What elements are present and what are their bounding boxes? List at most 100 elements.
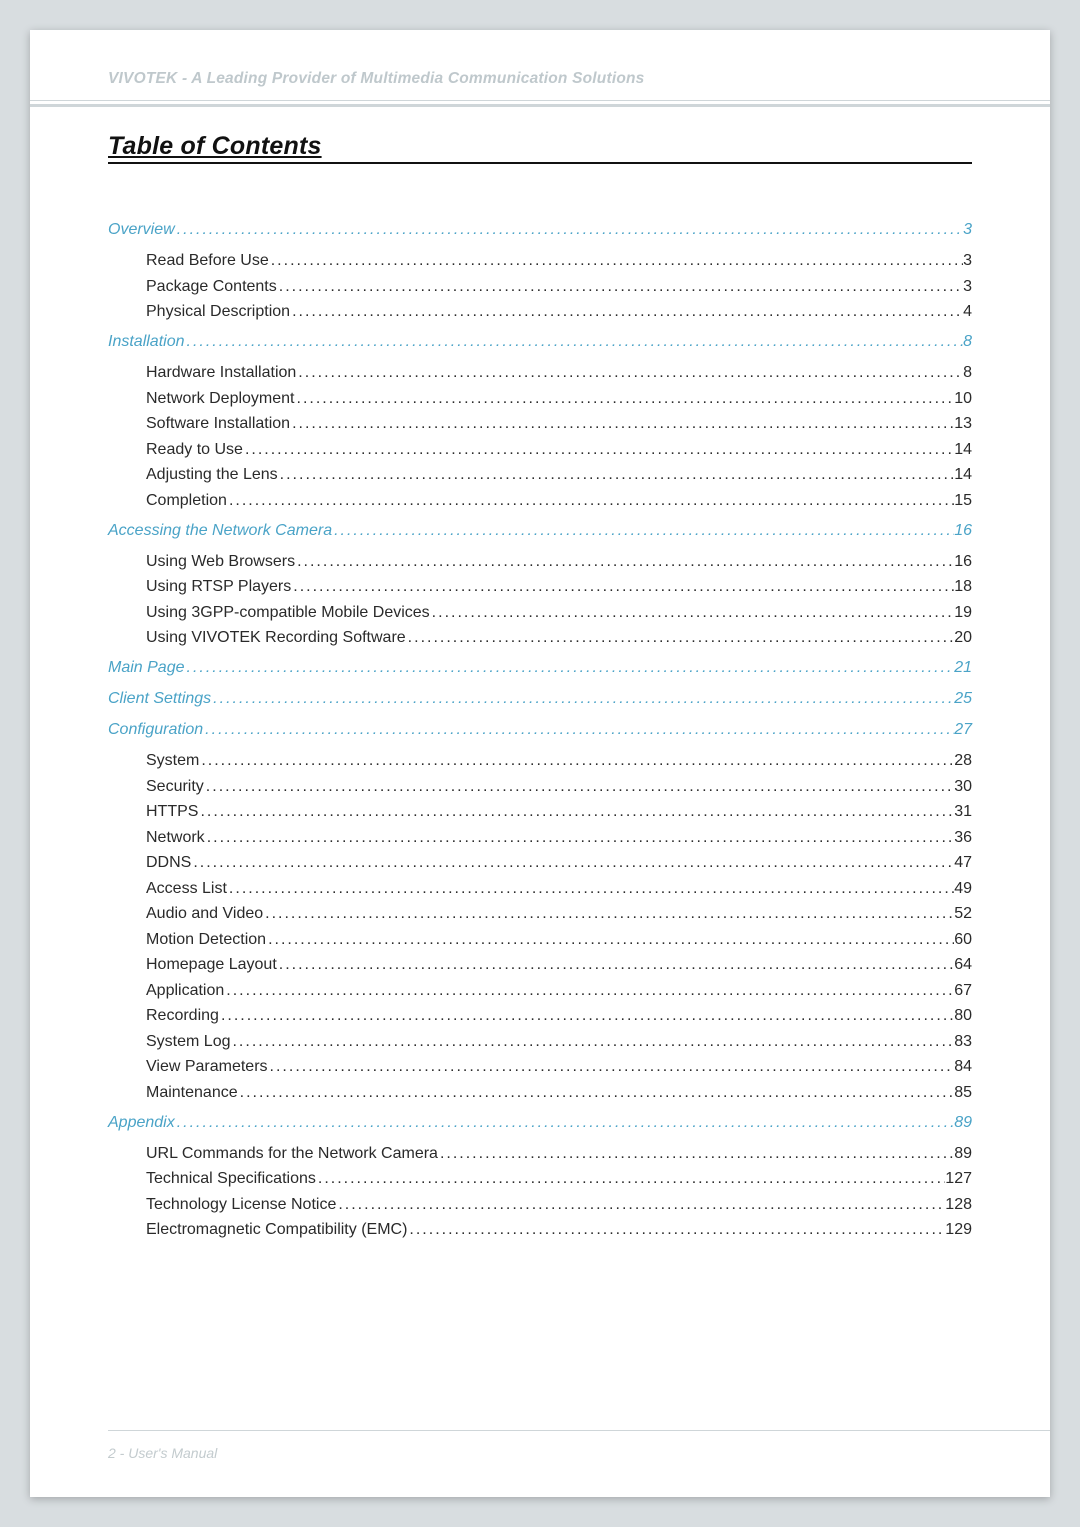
toc-leader-dots [204,779,954,795]
toc-leader-dots [278,467,955,483]
toc-leader-dots [230,1034,954,1050]
toc-chapter-row[interactable]: Configuration 27 [108,722,972,738]
toc-leader-dots [269,253,963,269]
toc-entry-row[interactable]: Using Web Browsers 16 [108,554,972,570]
toc-entry-row[interactable]: Motion Detection 60 [108,932,972,948]
toc-leader-dots [316,1171,945,1187]
toc-entry-row[interactable]: Physical Description4 [108,304,972,320]
toc-page-number: 18 [954,579,972,595]
toc-page-number: 31 [954,804,972,820]
toc-entry-row[interactable]: Network36 [108,830,972,846]
toc-entry-row[interactable]: Hardware Installation 8 [108,365,972,381]
toc-page-number: 85 [954,1085,972,1101]
toc-chapter-label: Overview [108,222,175,238]
toc-entry-label: System Log [146,1034,230,1050]
toc-page-number: 60 [954,932,972,948]
toc-entry-label: Motion Detection [146,932,266,948]
toc-page-number: 3 [963,253,972,269]
table-of-contents: Overview3Read Before Use3Package Content… [108,222,972,1238]
toc-page-number: 47 [954,855,972,871]
toc-chapter-row[interactable]: Accessing the Network Camera16 [108,523,972,539]
toc-entry-row[interactable]: Network Deployment10 [108,391,972,407]
toc-entry-label: Hardware Installation [146,365,296,381]
toc-entry-row[interactable]: Completion 15 [108,493,972,509]
toc-entry-row[interactable]: Recording80 [108,1008,972,1024]
header-rule-thin [30,100,1050,101]
toc-chapter-label: Configuration [108,722,203,738]
toc-page-number: 13 [954,416,972,432]
toc-entry-label: Technical Specifications [146,1171,316,1187]
toc-entry-label: Using 3GPP-compatible Mobile Devices [146,605,430,621]
toc-entry-label: Homepage Layout [146,957,277,973]
toc-entry-row[interactable]: Using VIVOTEK Recording Software20 [108,630,972,646]
toc-page-number: 89 [954,1146,972,1162]
toc-entry-row[interactable]: Application67 [108,983,972,999]
toc-page-number: 10 [954,391,972,407]
toc-entry-label: Software Installation [146,416,290,432]
toc-page-number: 16 [954,523,972,539]
toc-entry-row[interactable]: Security30 [108,779,972,795]
toc-leader-dots [205,830,955,846]
toc-entry-label: HTTPS [146,804,198,820]
toc-entry-row[interactable]: Package Contents3 [108,279,972,295]
header-brand-line: VIVOTEK - A Leading Provider of Multimed… [30,70,1050,88]
toc-page-number: 27 [954,722,972,738]
toc-entry-row[interactable]: Software Installation 13 [108,416,972,432]
toc-entry-row[interactable]: Read Before Use3 [108,253,972,269]
toc-chapter-label: Main Page [108,660,185,676]
toc-entry-row[interactable]: URL Commands for the Network Camera 89 [108,1146,972,1162]
toc-entry-row[interactable]: Adjusting the Lens14 [108,467,972,483]
toc-page-number: 49 [954,881,972,897]
toc-leader-dots [185,660,955,676]
toc-chapter-row[interactable]: Client Settings25 [108,691,972,707]
toc-leader-dots [211,691,954,707]
toc-page-number: 19 [954,605,972,621]
toc-entry-row[interactable]: Using 3GPP-compatible Mobile Devices 19 [108,605,972,621]
page-header: VIVOTEK - A Leading Provider of Multimed… [30,30,1050,96]
toc-title-wrap: Table of Contents [108,132,972,164]
toc-entry-label: Using Web Browsers [146,554,295,570]
toc-page-number: 36 [954,830,972,846]
toc-entry-label: URL Commands for the Network Camera [146,1146,438,1162]
toc-entry-row[interactable]: Ready to Use14 [108,442,972,458]
toc-entry-row[interactable]: Technology License Notice128 [108,1197,972,1213]
toc-entry-row[interactable]: System Log 83 [108,1034,972,1050]
toc-page-number: 21 [954,660,972,676]
toc-chapter-row[interactable]: Main Page 21 [108,660,972,676]
toc-entry-row[interactable]: Audio and Video52 [108,906,972,922]
toc-page-number: 129 [945,1222,972,1238]
document-page: VIVOTEK - A Leading Provider of Multimed… [30,30,1050,1497]
toc-entry-row[interactable]: Electromagnetic Compatibility (EMC) 129 [108,1222,972,1238]
toc-page-number: 83 [954,1034,972,1050]
toc-entry-label: Physical Description [146,304,290,320]
toc-entry-row[interactable]: Maintenance85 [108,1085,972,1101]
toc-leader-dots [219,1008,954,1024]
toc-leader-dots [198,804,954,820]
toc-leader-dots [296,365,963,381]
toc-chapter-row[interactable]: Appendix89 [108,1115,972,1131]
toc-page-number: 84 [954,1059,972,1075]
toc-entry-row[interactable]: Homepage Layout64 [108,957,972,973]
toc-page-number: 8 [963,365,972,381]
content-area: Table of Contents Overview3Read Before U… [30,96,1050,1238]
toc-entry-row[interactable]: Technical Specifications127 [108,1171,972,1187]
toc-page-number: 25 [954,691,972,707]
toc-entry-label: Electromagnetic Compatibility (EMC) [146,1222,407,1238]
toc-entry-label: Using VIVOTEK Recording Software [146,630,406,646]
toc-leader-dots [332,523,954,539]
toc-page-number: 14 [954,442,972,458]
toc-entry-label: DDNS [146,855,191,871]
toc-page-number: 16 [954,554,972,570]
toc-chapter-row[interactable]: Overview3 [108,222,972,238]
toc-entry-row[interactable]: System28 [108,753,972,769]
toc-entry-row[interactable]: Access List 49 [108,881,972,897]
toc-entry-row[interactable]: HTTPS 31 [108,804,972,820]
toc-entry-row[interactable]: View Parameters84 [108,1059,972,1075]
footer-page-label: 2 - User's Manual [108,1445,1050,1461]
toc-entry-row[interactable]: Using RTSP Players18 [108,579,972,595]
toc-entry-row[interactable]: DDNS 47 [108,855,972,871]
toc-chapter-row[interactable]: Installation8 [108,334,972,350]
toc-leader-dots [295,554,954,570]
toc-leader-dots [238,1085,955,1101]
toc-entry-label: Access List [146,881,227,897]
